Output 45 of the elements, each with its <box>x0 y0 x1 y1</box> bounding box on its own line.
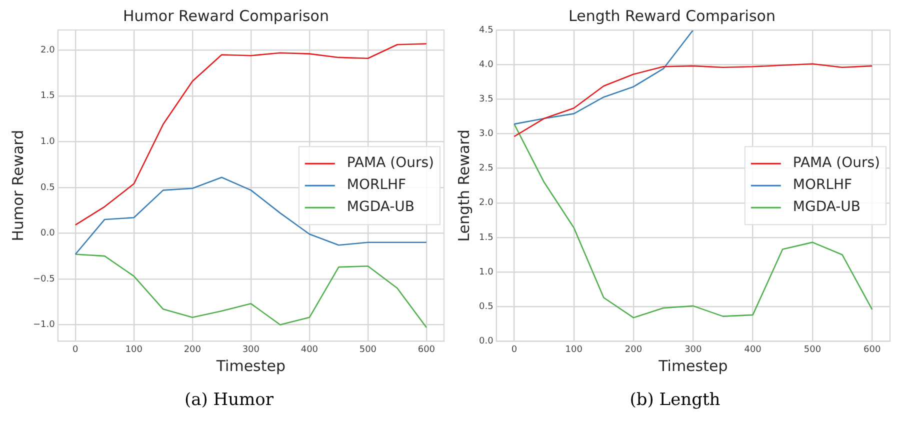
legend-label: PAMA (Ours) <box>792 155 880 172</box>
x-axis-title: Timestep <box>215 356 286 375</box>
x-tick-label: 100 <box>565 344 583 355</box>
y-tick-label: 3.0 <box>478 129 494 140</box>
legend-label: MGDA-UB <box>346 199 415 216</box>
legend-label: MORLHF <box>346 177 406 194</box>
x-tick-label: 500 <box>359 344 377 355</box>
legend-label: MORLHF <box>792 177 852 194</box>
text: (b) Length <box>628 390 722 410</box>
y-tick-label: 1.5 <box>478 232 494 243</box>
x-tick-label: 400 <box>744 344 762 355</box>
x-tick-label: 0 <box>511 344 518 355</box>
x-tick-label: 300 <box>684 344 702 355</box>
legend-label: PAMA (Ours) <box>346 155 434 172</box>
y-tick-label: 0.0 <box>478 336 494 347</box>
y-tick-label: 2.5 <box>478 164 494 174</box>
y-tick-label: −0.5 <box>32 274 55 284</box>
x-tick-label: 300 <box>242 344 260 355</box>
x-tick-label: 200 <box>624 344 642 355</box>
y-tick-label: 1.5 <box>40 91 55 102</box>
y-tick-label: 1.0 <box>478 267 494 278</box>
text: (a) Humor <box>183 390 275 410</box>
y-tick-label: 0.0 <box>40 228 56 239</box>
y-tick-label: 2.0 <box>40 45 56 56</box>
chart-title: Length Reward Comparison <box>568 6 776 25</box>
x-tick-label: 600 <box>418 344 436 355</box>
x-tick-label: 500 <box>804 344 822 355</box>
x-tick-label: 600 <box>864 344 881 355</box>
y-axis-title: Length Reward <box>454 129 473 242</box>
y-tick-label: 3.5 <box>478 94 494 104</box>
x-tick-label: 200 <box>184 344 202 355</box>
x-axis-title: Timestep <box>658 356 728 375</box>
y-tick-label: 0.5 <box>478 302 494 312</box>
y-axis-title: Humor Reward <box>8 130 27 242</box>
chart-title: Humor Reward Comparison <box>123 6 329 25</box>
y-tick-label: 4.0 <box>478 60 494 70</box>
x-tick-label: 0 <box>72 344 79 355</box>
y-tick-label: 1.0 <box>40 137 56 148</box>
y-tick-label: 2.0 <box>478 198 494 208</box>
y-tick-label: 0.5 <box>40 182 55 193</box>
x-tick-label: 400 <box>300 344 318 355</box>
y-tick-label: −1.0 <box>32 320 56 330</box>
y-tick-label: 4.5 <box>478 25 494 36</box>
legend-label: MGDA-UB <box>792 199 861 216</box>
x-tick-label: 100 <box>125 344 143 355</box>
